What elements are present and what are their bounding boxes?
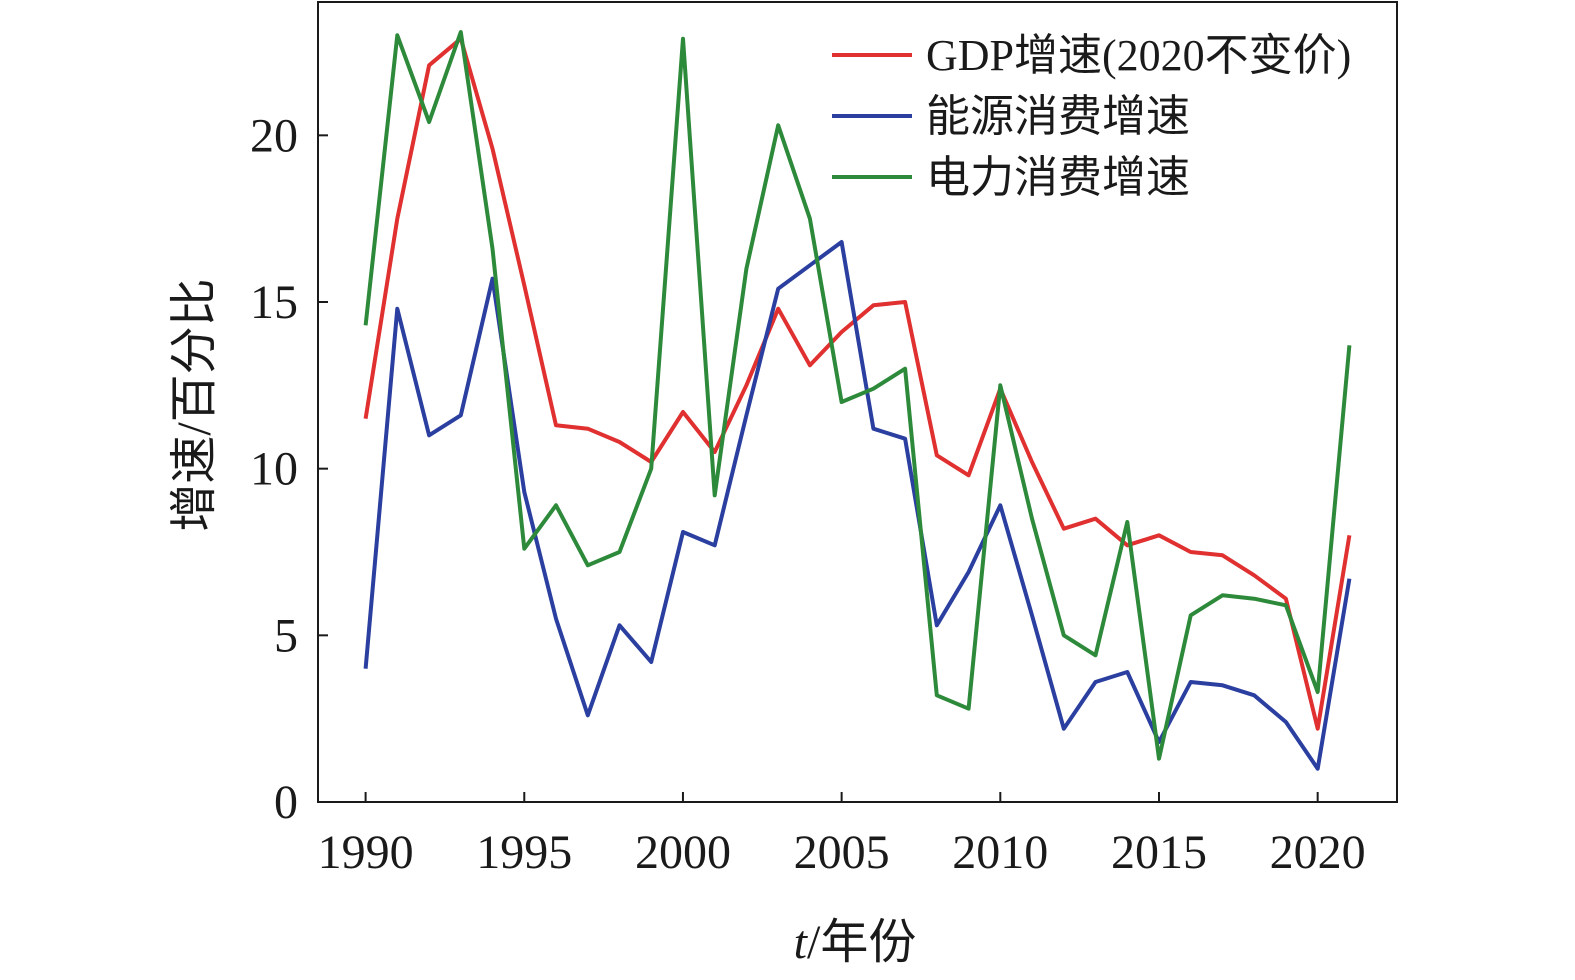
legend-label-3: 电力消费增速	[926, 153, 1190, 202]
y-tick-label: 5	[274, 609, 298, 662]
axes: 1990 1995 2000 2005 2010 2015 2020 0 5 10 15 20	[250, 1, 1398, 879]
x-tick-label: 2015	[1111, 826, 1207, 879]
legend-label-2: 能源消费增速	[926, 92, 1190, 141]
series-lines	[363, 30, 1352, 771]
x-tick-label: 2000	[635, 826, 731, 879]
x-axis-title-rest: /年份	[807, 916, 916, 969]
x-tick-label: 2020	[1270, 826, 1366, 879]
x-tick-label: 2005	[794, 826, 890, 879]
series-line-2	[363, 240, 1352, 771]
y-tick-label: 20	[250, 109, 298, 162]
x-tick-label: 1990	[318, 826, 414, 879]
x-axis-title-italic: t	[794, 916, 809, 969]
y-axis-title: 增速/百分比	[168, 278, 221, 531]
x-axis-title: t/年份	[794, 916, 917, 969]
x-tick-label: 1995	[476, 826, 572, 879]
series-line-1	[363, 36, 1352, 731]
y-tick-label: 15	[250, 276, 298, 329]
series-line-3	[363, 30, 1352, 761]
y-tick-label: 10	[250, 443, 298, 496]
y-tick-label: 0	[274, 776, 298, 829]
plot-frame	[317, 1, 1398, 803]
legend-label-1: GDP增速(2020不变价)	[926, 31, 1351, 80]
x-tick-label: 2010	[952, 826, 1048, 879]
